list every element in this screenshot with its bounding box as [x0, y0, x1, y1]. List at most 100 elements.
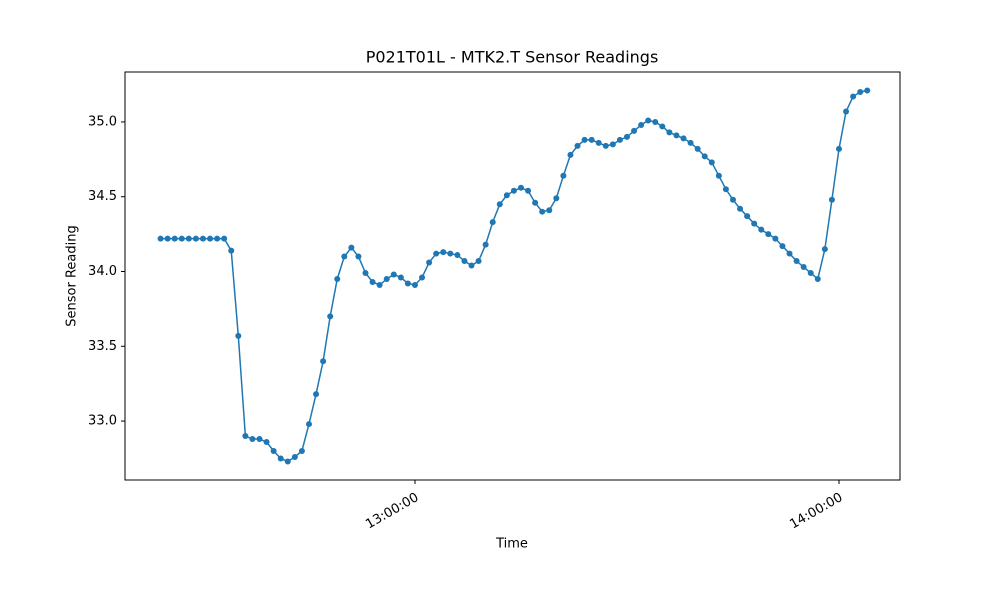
point [843, 108, 850, 115]
point [341, 253, 348, 260]
point [376, 281, 383, 288]
point [461, 258, 468, 265]
point [454, 252, 461, 259]
point [659, 123, 666, 130]
point [701, 153, 708, 160]
point [390, 271, 397, 278]
point [744, 213, 751, 220]
point [298, 447, 305, 454]
point [772, 235, 779, 242]
point [228, 247, 235, 254]
point [411, 281, 418, 288]
y-tick-label: 34.0 [88, 264, 117, 279]
point [327, 313, 334, 320]
point [588, 136, 595, 143]
point [553, 195, 560, 202]
point [447, 250, 454, 257]
point [694, 145, 701, 152]
point [164, 235, 171, 242]
point [249, 436, 256, 443]
point [313, 391, 320, 398]
point [673, 132, 680, 139]
point [397, 274, 404, 281]
point [680, 135, 687, 142]
point [638, 121, 645, 128]
point [426, 259, 433, 266]
point [821, 246, 828, 253]
point [595, 139, 602, 146]
point [291, 453, 298, 460]
point [737, 205, 744, 212]
point [320, 358, 327, 365]
point [348, 244, 355, 251]
point [510, 187, 517, 194]
x-tick-label: 13:00:00 [363, 490, 421, 532]
point [722, 186, 729, 193]
y-tick-label: 34.5 [88, 189, 117, 204]
point [517, 184, 524, 191]
point [185, 235, 192, 242]
point [178, 235, 185, 242]
x-tick-label: 14:00:00 [787, 490, 845, 532]
point [560, 172, 567, 179]
point [256, 436, 263, 443]
point [765, 231, 772, 238]
point [270, 447, 277, 454]
point [828, 196, 835, 203]
point [355, 253, 362, 260]
point [793, 258, 800, 265]
point [419, 274, 426, 281]
point [581, 136, 588, 143]
point [433, 250, 440, 257]
chart-title: P021T01L - MTK2.T Sensor Readings [366, 48, 659, 67]
point [602, 142, 609, 149]
point [652, 118, 659, 125]
point [758, 226, 765, 233]
point [440, 249, 447, 256]
point [857, 89, 864, 96]
y-tick-label: 33.5 [88, 339, 117, 354]
point [850, 93, 857, 100]
point [616, 136, 623, 143]
point [525, 187, 532, 194]
point [503, 192, 510, 199]
point [729, 196, 736, 203]
point [574, 142, 581, 149]
point [242, 433, 249, 440]
point [207, 235, 214, 242]
point [362, 270, 369, 277]
y-tick-label: 33.0 [88, 414, 117, 429]
point [546, 207, 553, 214]
point [609, 141, 616, 148]
point [284, 458, 291, 465]
point [532, 199, 539, 206]
point [496, 201, 503, 208]
point [235, 332, 242, 339]
point [221, 235, 228, 242]
point [800, 264, 807, 271]
point [263, 439, 270, 446]
point [482, 241, 489, 248]
point [807, 270, 814, 277]
point [383, 275, 390, 282]
point [171, 235, 178, 242]
point [277, 455, 284, 462]
point [751, 220, 758, 227]
point [835, 145, 842, 152]
point [864, 87, 871, 94]
point [687, 139, 694, 146]
point [214, 235, 221, 242]
point [786, 250, 793, 257]
point [489, 219, 496, 226]
point [475, 258, 482, 265]
point [404, 280, 411, 287]
point [157, 235, 164, 242]
point [631, 127, 638, 134]
y-tick-label: 35.0 [88, 114, 117, 129]
point [334, 275, 341, 282]
point [715, 172, 722, 179]
point [779, 243, 786, 250]
point [192, 235, 199, 242]
